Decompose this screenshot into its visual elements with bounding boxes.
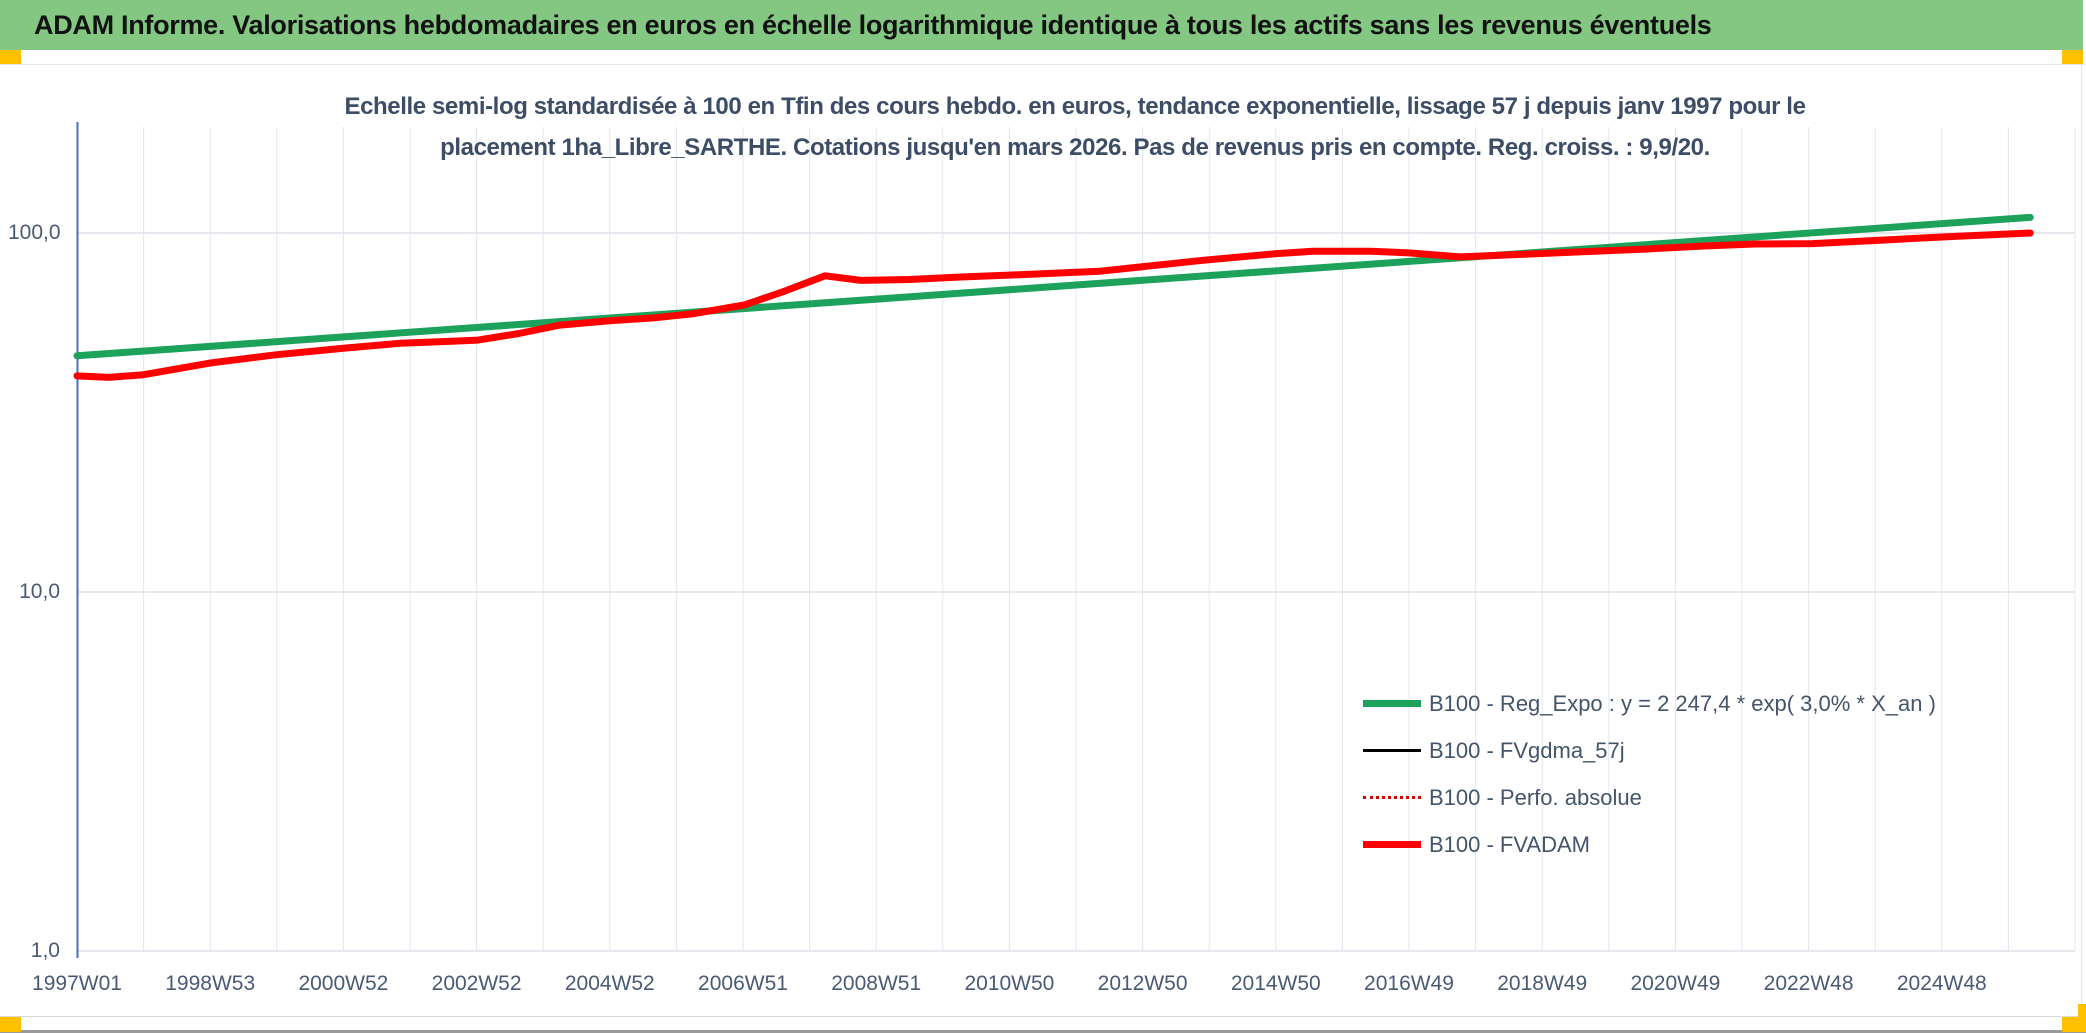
chart-title-line2: placement 1ha_Libre_SARTHE. Cotations ju… bbox=[440, 134, 1710, 161]
x-tick-label: 2016W49 bbox=[1364, 972, 1454, 995]
y-tick-label: 10,0 bbox=[19, 580, 60, 603]
corner-marker-right-edge bbox=[2078, 1004, 2086, 1032]
x-tick-label: 2000W52 bbox=[298, 972, 389, 995]
legend-sample-line bbox=[1363, 796, 1421, 799]
header-title: ADAM Informe. Valorisations hebdomadaire… bbox=[34, 9, 1712, 40]
x-tick-label: 2012W50 bbox=[1097, 972, 1188, 995]
bottom-edge-strip bbox=[0, 1030, 2086, 1033]
legend-item-b100-perfo-absolue[interactable]: B100 - Perfo. absolue bbox=[1363, 774, 1936, 821]
legend-item-b100-fvadam[interactable]: B100 - FVADAM bbox=[1363, 821, 1936, 868]
series-line-b100-fvgdma-57j[interactable] bbox=[75, 231, 2032, 379]
y-tick-label: 100,0 bbox=[8, 221, 61, 244]
x-tick-label: 2004W52 bbox=[564, 972, 655, 995]
x-tick-label: 2010W50 bbox=[964, 972, 1055, 995]
corner-marker-top-right bbox=[2062, 50, 2083, 64]
x-tick-label: 2008W51 bbox=[831, 972, 922, 995]
legend-item-b100-fvgdma-57j[interactable]: B100 - FVgdma_57j bbox=[1363, 727, 1936, 774]
chart-title-line1: Echelle semi-log standardisée à 100 en T… bbox=[344, 93, 1806, 120]
legend-sample-line bbox=[1363, 841, 1421, 848]
x-tick-label: 1998W53 bbox=[165, 972, 256, 995]
legend-label: B100 - Perfo. absolue bbox=[1429, 784, 1642, 810]
legend-sample-line bbox=[1363, 749, 1421, 752]
chart-plot-area[interactable] bbox=[0, 64, 2086, 1016]
legend-label: B100 - Reg_Expo : y = 2 247,4 * exp( 3,0… bbox=[1429, 690, 1936, 716]
corner-marker-bottom-right bbox=[2062, 1017, 2083, 1032]
corner-marker-bottom-left bbox=[0, 1017, 21, 1032]
x-tick-label: 2002W52 bbox=[431, 972, 522, 995]
corner-marker-top-left bbox=[0, 50, 21, 64]
x-tick-label: 2024W48 bbox=[1896, 972, 1987, 995]
x-tick-label: 2020W49 bbox=[1630, 972, 1721, 995]
header-bar: ADAM Informe. Valorisations hebdomadaire… bbox=[0, 0, 2083, 50]
legend-label: B100 - FVgdma_57j bbox=[1429, 737, 1625, 763]
chart-legend[interactable]: B100 - Reg_Expo : y = 2 247,4 * exp( 3,0… bbox=[1363, 680, 1936, 868]
sheet-gridline-top bbox=[0, 64, 2086, 65]
series-line-b100-reg-expo-y-2-247-4-exp-3-0-x-an[interactable] bbox=[73, 213, 2034, 360]
x-tick-label: 2018W49 bbox=[1497, 972, 1588, 995]
legend-label: B100 - FVADAM bbox=[1429, 831, 1590, 857]
series-line-b100-fvadam[interactable] bbox=[73, 229, 2034, 381]
sheet-gridline-right bbox=[2081, 64, 2082, 1016]
y-tick-label: 1,0 bbox=[30, 939, 60, 962]
x-tick-label: 1997W01 bbox=[32, 972, 122, 995]
legend-item-b100-reg-expo-y-2-247-4-exp-3-0-x-an[interactable]: B100 - Reg_Expo : y = 2 247,4 * exp( 3,0… bbox=[1363, 680, 1936, 727]
sheet-gridline-bottom bbox=[0, 1016, 2086, 1017]
series-line-b100-perfo-absolue[interactable] bbox=[75, 231, 2032, 379]
x-tick-label: 2006W51 bbox=[698, 972, 788, 995]
legend-sample-line bbox=[1363, 700, 1421, 707]
x-tick-label: 2022W48 bbox=[1763, 972, 1854, 995]
chart-title[interactable]: Echelle semi-log standardisée à 100 en T… bbox=[100, 86, 2050, 168]
x-tick-label: 2014W50 bbox=[1230, 972, 1321, 995]
